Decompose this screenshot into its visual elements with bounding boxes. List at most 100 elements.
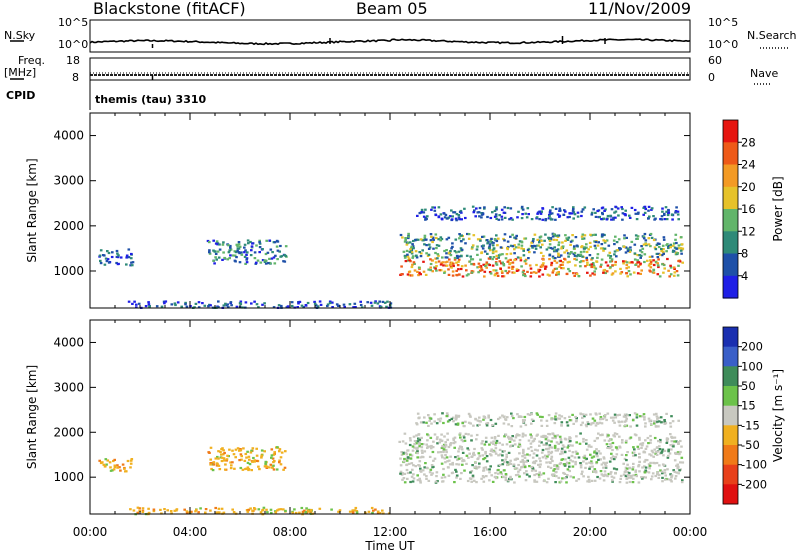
velocity-cell [611,448,614,452]
velocity-cell [457,463,461,466]
power-cell [439,269,443,272]
velocity-cell [650,478,653,481]
power-cell [130,261,133,264]
power-cell [605,218,609,221]
velocity-cell [497,454,500,457]
velocity-cell [672,445,675,448]
power-cell [548,254,551,257]
velocity-cell [664,474,667,477]
velocity-cell [103,465,107,468]
power-cell [521,213,524,216]
power-cell [416,238,420,241]
velocity-cell [610,452,613,455]
power-cell [489,272,493,275]
power-cell [642,235,646,238]
power-cell [513,252,516,255]
velocity-cell [553,464,557,467]
power-cell [408,258,411,261]
velocity-cell [587,445,591,448]
velocity-cell [624,424,627,427]
velocity-cell [212,461,216,464]
power-cell [489,239,492,242]
power-cell [668,275,671,278]
velocity-cell [588,461,591,464]
power-cell [253,257,257,260]
power-cell [600,243,604,246]
power-cell [437,215,441,218]
velocity-cell [152,510,156,513]
power-cell [147,301,150,304]
power-cell [270,257,274,260]
power-cell [352,306,355,309]
power-cell [582,237,586,240]
power-cell [214,252,218,255]
velocity-cell [652,413,656,416]
velocity-cell [247,509,250,512]
power-cell [229,244,232,248]
velocity-cell [469,422,472,425]
velocity-cell [669,433,672,436]
velocity-cell [666,440,669,443]
velocity-cell [604,465,608,468]
velocity-cell [303,509,306,512]
power-cell [555,238,559,242]
velocity-cell [244,467,247,471]
velocity-cell [422,443,425,446]
power-cell [540,239,543,242]
velocity-cell [411,445,415,448]
velocity-cell [481,448,484,451]
power-cell [541,243,544,246]
power-cell [648,255,652,258]
velocity-cell [581,421,584,424]
velocity-cell [485,455,489,458]
velocity-cell [437,451,440,454]
power-colorbar-tick-label: 8 [741,247,748,261]
power-cell [408,241,412,244]
power-cell [495,217,498,220]
power-cell [643,205,647,208]
power-cell [526,270,529,273]
power-cell [247,242,250,245]
power-cell [642,213,645,216]
velocity-cell [558,435,562,438]
power-cell [566,252,570,255]
velocity-cell [431,446,435,449]
power-cell [665,244,668,247]
power-cell [125,256,128,259]
power-cell [457,216,461,219]
velocity-cell [272,468,276,471]
power-cell [633,258,637,261]
power-cell [240,253,244,256]
velocity-cell [433,457,437,460]
power-cell [328,300,332,303]
power-cell [557,252,560,255]
velocity-cell [427,414,430,417]
velocity-cell [420,446,424,449]
power-cell [440,218,444,221]
power-cell [429,239,433,242]
power-cell [497,218,501,221]
velocity-colorbar-tick-label: -100 [741,458,767,472]
power-cell [621,207,624,211]
power-cell [522,274,525,277]
velocity-cell [476,424,479,427]
power-cell [460,265,464,268]
power-cell [644,207,647,211]
velocity-cell [598,412,601,415]
power-cell [217,300,220,303]
power-cell [230,304,233,307]
power-cell [551,247,554,250]
power-cell [300,304,304,307]
velocity-cell [673,459,677,462]
velocity-cell [632,446,635,449]
velocity-cell [419,456,422,459]
velocity-colorbar-tick-label: -15 [741,418,760,432]
velocity-cell [638,415,642,418]
velocity-cell [253,460,256,463]
power-cell [601,206,605,209]
velocity-cell [545,447,548,451]
power-cell [636,272,640,275]
power-cell [546,273,550,276]
velocity-cell [587,478,591,481]
velocity-cell [622,473,626,476]
